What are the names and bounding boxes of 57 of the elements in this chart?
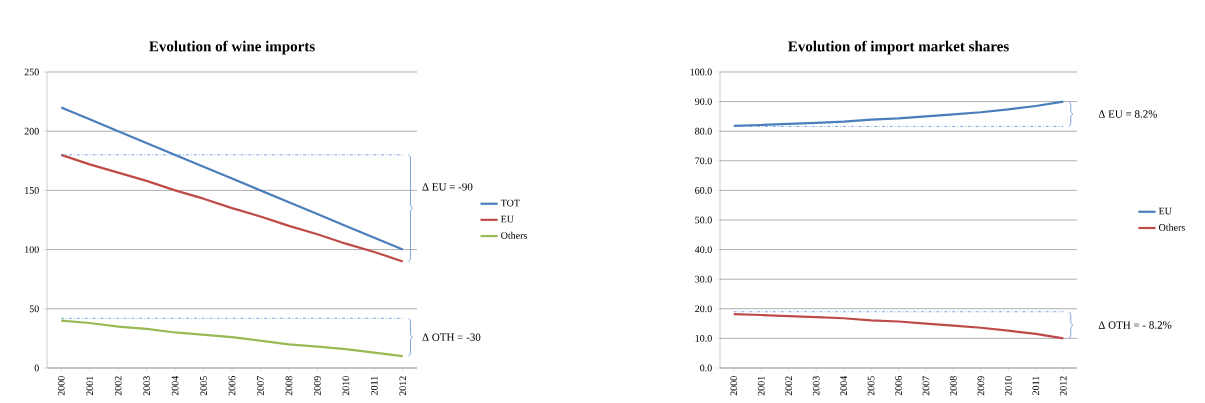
y-tick-label: 100 — [25, 246, 39, 253]
x-tick-label: 2000 — [57, 376, 65, 396]
x-tick-label: 2009 — [314, 376, 321, 396]
y-tick-label: 0.0 — [700, 364, 712, 372]
y-tick-label: 80.0 — [695, 127, 712, 135]
x-tick-label: 2002 — [114, 376, 122, 396]
text: Δ EU = -90 — [422, 183, 473, 191]
x-tick-label: 2001 — [86, 376, 94, 396]
x-tick-label: 2003 — [812, 376, 820, 396]
line-series — [732, 100, 1065, 127]
y-tick-label: 90.0 — [695, 98, 712, 105]
y-tick-label: 200 — [24, 127, 39, 135]
x-tick-label: 2001 — [757, 376, 765, 396]
y-tick-label: 150 — [25, 187, 39, 194]
x-tick-label: 2007 — [257, 376, 264, 396]
y-tick-label: 100.0 — [690, 68, 712, 76]
y-tick-label: 60.0 — [695, 186, 712, 194]
x-tick-label: 2004 — [840, 375, 847, 396]
legend-label: EU — [1158, 207, 1172, 215]
x-tick-label: 2007 — [922, 376, 930, 396]
x-tick-label: 2005 — [867, 376, 875, 396]
x-tick-label: 2005 — [200, 376, 207, 396]
chart-title: Evolution of import market shares — [788, 40, 1009, 55]
x-tick-label: 2009 — [977, 376, 985, 396]
x-tick-label: 2011 — [1032, 376, 1040, 395]
chart-title: Evolution of wine imports — [149, 40, 315, 55]
x-tick-label: 2008 — [285, 376, 293, 396]
x-tick-label: 2010 — [1004, 376, 1012, 396]
y-tick-label: 0 — [34, 364, 39, 372]
y-tick-label: 10.0 — [695, 334, 712, 342]
line-series — [60, 153, 404, 263]
x-tick-label: 2012 — [399, 376, 407, 396]
x-tick-label: 2000 — [730, 376, 738, 396]
y-tick-label: 30.0 — [695, 275, 712, 283]
legend-label: EU — [500, 215, 514, 223]
x-tick-label: 2006 — [895, 376, 902, 396]
x-tick-label: 2010 — [342, 376, 350, 396]
text: Δ OTH = - 8.2% — [1098, 321, 1172, 329]
y-tick-label: 50.0 — [695, 216, 712, 224]
text: Δ OTH = -30 — [422, 333, 481, 341]
legend-label: Others — [501, 231, 527, 239]
x-tick-label: 2011 — [370, 376, 378, 395]
x-tick-label: 2003 — [143, 376, 150, 396]
x-tick-label: 2012 — [1059, 376, 1067, 396]
y-tick-label: 40.0 — [694, 246, 712, 253]
y-tick-label: 20.0 — [695, 305, 712, 313]
x-tick-label: 2006 — [228, 376, 236, 396]
y-tick-label: 250 — [24, 68, 39, 76]
text: Δ EU = 8.2% — [1098, 110, 1158, 118]
line-series — [732, 313, 1065, 340]
x-tick-label: 2008 — [950, 376, 957, 396]
y-tick-label: 70.0 — [695, 157, 712, 165]
y-tick-label: 50 — [29, 305, 39, 313]
legend-label: TOT — [500, 199, 520, 207]
x-tick-label: 2004 — [171, 375, 179, 396]
x-tick-label: 2002 — [785, 376, 793, 396]
legend-label: Others — [1159, 223, 1185, 231]
